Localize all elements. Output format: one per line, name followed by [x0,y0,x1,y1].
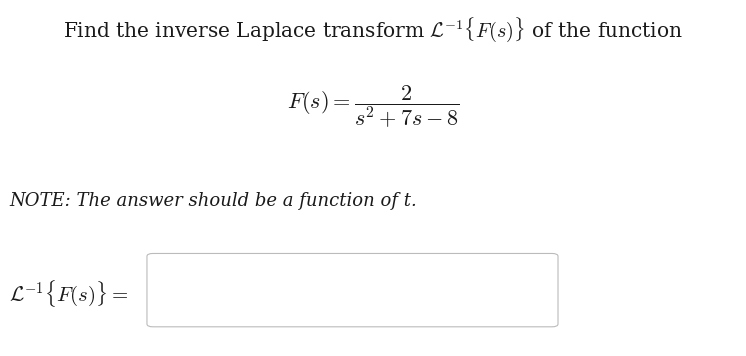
Text: Find the inverse Laplace transform $\mathcal{L}^{-1}\{F(s)\}$ of the function: Find the inverse Laplace transform $\mat… [63,16,683,44]
Text: $\mathcal{L}^{-1}\{F(s)\} =$: $\mathcal{L}^{-1}\{F(s)\} =$ [9,278,128,309]
Text: NOTE: The answer should be a function of t.: NOTE: The answer should be a function of… [9,192,417,210]
Text: $F(s) = \dfrac{2}{s^2 + 7s - 8}$: $F(s) = \dfrac{2}{s^2 + 7s - 8}$ [286,83,460,130]
FancyBboxPatch shape [147,253,558,327]
